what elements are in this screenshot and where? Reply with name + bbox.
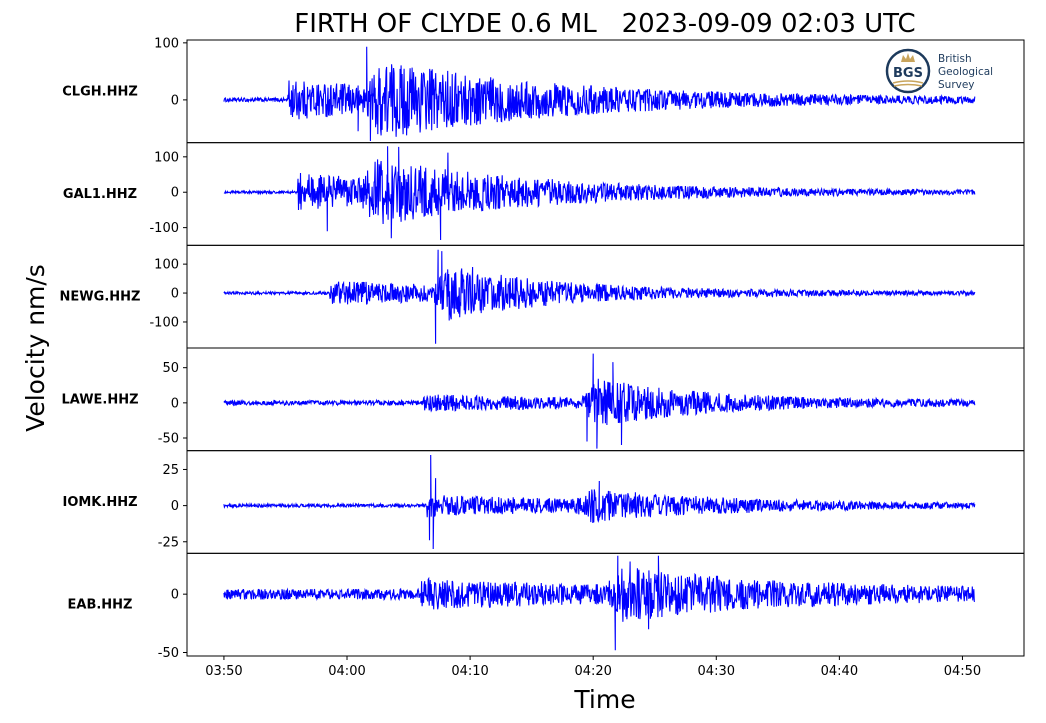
y-tick-label: -50 <box>158 432 179 447</box>
x-axis-title: Time <box>573 685 635 714</box>
bgs-logo: BGS British Geological Survey <box>885 48 993 94</box>
station-label: GAL1.HHZ <box>63 187 137 202</box>
station-label: NEWG.HHZ <box>60 290 141 305</box>
panel-frame <box>186 552 1025 657</box>
y-tick-label: 0 <box>171 93 179 108</box>
bgs-logo-crown-icon <box>901 53 915 62</box>
x-tick-label: 04:50 <box>944 664 981 679</box>
y-tick-label: 100 <box>154 36 179 51</box>
station-label: EAB.HHZ <box>68 598 133 613</box>
waveform-lawe-hhz <box>223 353 976 449</box>
station-label: IOMK.HHZ <box>62 495 137 510</box>
chart-title: FIRTH OF CLYDE 0.6 ML 2023-09-09 02:03 U… <box>294 9 915 39</box>
panels-group: 100 0 CLGH.HHZ 100 0 -100 GAL1.HHZ 100 0 -100 NEWG… <box>60 36 1025 661</box>
x-tick-label: 04:10 <box>451 664 488 679</box>
y-tick-label: 100 <box>154 258 179 273</box>
panel-gal1-hhz: 100 0 -100 GAL1.HHZ <box>63 142 1025 246</box>
x-tick-label: 04:20 <box>574 664 611 679</box>
waveform-clgh-hhz <box>223 46 976 142</box>
y-tick-label: 0 <box>171 287 179 302</box>
panel-iomk-hhz: 25 0 -25 IOMK.HHZ <box>62 450 1025 554</box>
y-tick-label: 0 <box>171 186 179 201</box>
y-tick-label: 0 <box>171 396 179 411</box>
y-tick-label: -25 <box>158 535 179 550</box>
y-tick-label: 50 <box>162 361 179 376</box>
bgs-logo-line-3: Survey <box>938 79 975 91</box>
panel-clgh-hhz: 100 0 CLGH.HHZ <box>62 36 1025 144</box>
y-tick-label: 0 <box>171 588 179 603</box>
y-tick-label: -100 <box>149 315 179 330</box>
panel-eab-hhz: 0 -50 EAB.HHZ <box>68 552 1025 661</box>
station-label: CLGH.HHZ <box>62 84 138 99</box>
panel-lawe-hhz: 50 0 -50 LAWE.HHZ <box>61 347 1025 452</box>
x-tick-label: 04:40 <box>821 664 858 679</box>
y-axis-title: Velocity nm/s <box>21 264 50 432</box>
waveform-gal1-hhz <box>223 146 976 241</box>
waveform-iomk-hhz <box>223 454 976 550</box>
bgs-logo-line-2: Geological <box>938 66 993 78</box>
y-tick-label: 25 <box>162 463 179 478</box>
waveform-newg-hhz <box>223 249 976 344</box>
y-tick-label: 100 <box>154 150 179 165</box>
x-tick-label: 03:50 <box>205 664 242 679</box>
y-tick-label: 0 <box>171 499 179 514</box>
panel-newg-hhz: 100 0 -100 NEWG.HHZ <box>60 244 1025 349</box>
y-tick-label: -100 <box>149 221 179 236</box>
x-tick-label: 04:00 <box>328 664 365 679</box>
waveform-eab-hhz <box>223 555 976 651</box>
bgs-logo-line-1: British <box>938 53 972 65</box>
station-label: LAWE.HHZ <box>61 392 138 407</box>
x-axis: 03:50 04:00 04:10 04:20 04:30 04:40 04:50 <box>205 656 981 679</box>
x-tick-label: 04:30 <box>698 664 735 679</box>
y-tick-label: -50 <box>158 646 179 661</box>
bgs-logo-abbrev: BGS <box>893 66 923 81</box>
bgs-logo-strata-icon <box>892 80 924 87</box>
